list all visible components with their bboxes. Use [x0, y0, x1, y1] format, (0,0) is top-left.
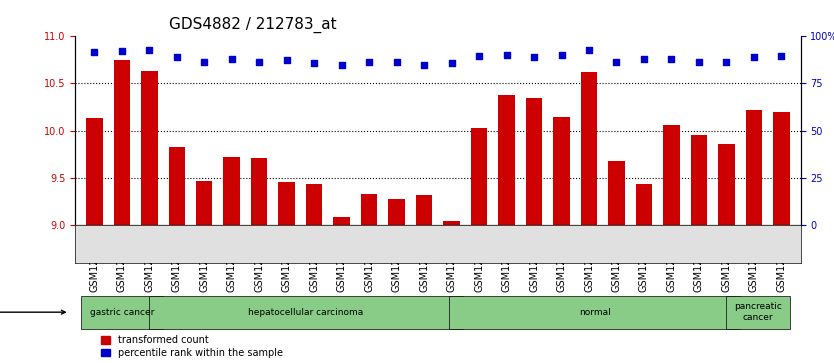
Point: [445, 60, 458, 66]
Text: gastric cancer: gastric cancer: [89, 308, 154, 317]
Bar: [113, 60, 130, 363]
Point: [527, 54, 540, 60]
Bar: [580, 72, 597, 363]
Point: [335, 62, 349, 68]
Bar: [636, 184, 652, 363]
Point: [88, 49, 101, 55]
Bar: [389, 199, 404, 363]
Bar: [86, 118, 103, 363]
Point: [115, 49, 128, 54]
Bar: [306, 184, 323, 363]
Bar: [746, 110, 762, 363]
Text: hepatocellular carcinoma: hepatocellular carcinoma: [249, 308, 364, 317]
Point: [418, 62, 431, 68]
FancyBboxPatch shape: [81, 296, 163, 329]
Bar: [168, 147, 185, 363]
Point: [472, 53, 485, 59]
Bar: [279, 182, 295, 363]
Bar: [525, 98, 542, 363]
Bar: [663, 125, 680, 363]
FancyBboxPatch shape: [149, 296, 463, 329]
Point: [637, 56, 651, 62]
Text: pancreatic
cancer: pancreatic cancer: [734, 302, 782, 322]
Bar: [691, 135, 707, 363]
Text: disease state: disease state: [0, 307, 65, 317]
Bar: [773, 112, 790, 363]
Bar: [498, 95, 515, 363]
Bar: [141, 71, 158, 363]
FancyBboxPatch shape: [449, 296, 740, 329]
Point: [390, 59, 404, 65]
Point: [582, 48, 595, 53]
Bar: [553, 118, 570, 363]
Text: GDS4882 / 212783_at: GDS4882 / 212783_at: [169, 17, 337, 33]
Point: [610, 59, 623, 65]
Bar: [608, 161, 625, 363]
Point: [308, 60, 321, 66]
Point: [280, 57, 294, 63]
Bar: [718, 144, 735, 363]
Point: [170, 54, 183, 60]
Bar: [334, 217, 350, 363]
Point: [253, 59, 266, 65]
Point: [665, 56, 678, 62]
FancyBboxPatch shape: [726, 296, 790, 329]
Bar: [224, 157, 240, 363]
Text: normal: normal: [579, 308, 610, 317]
Bar: [361, 194, 377, 363]
Point: [692, 59, 706, 65]
Bar: [251, 158, 268, 363]
Point: [143, 48, 156, 53]
Point: [747, 54, 761, 60]
Bar: [416, 195, 432, 363]
Point: [363, 59, 376, 65]
Bar: [471, 128, 487, 363]
Point: [198, 59, 211, 65]
Bar: [196, 181, 213, 363]
Point: [775, 53, 788, 59]
Point: [225, 56, 239, 62]
Bar: [444, 221, 460, 363]
Point: [555, 52, 568, 58]
Point: [720, 59, 733, 65]
Point: [500, 52, 513, 58]
Legend: transformed count, percentile rank within the sample: transformed count, percentile rank withi…: [101, 335, 284, 358]
